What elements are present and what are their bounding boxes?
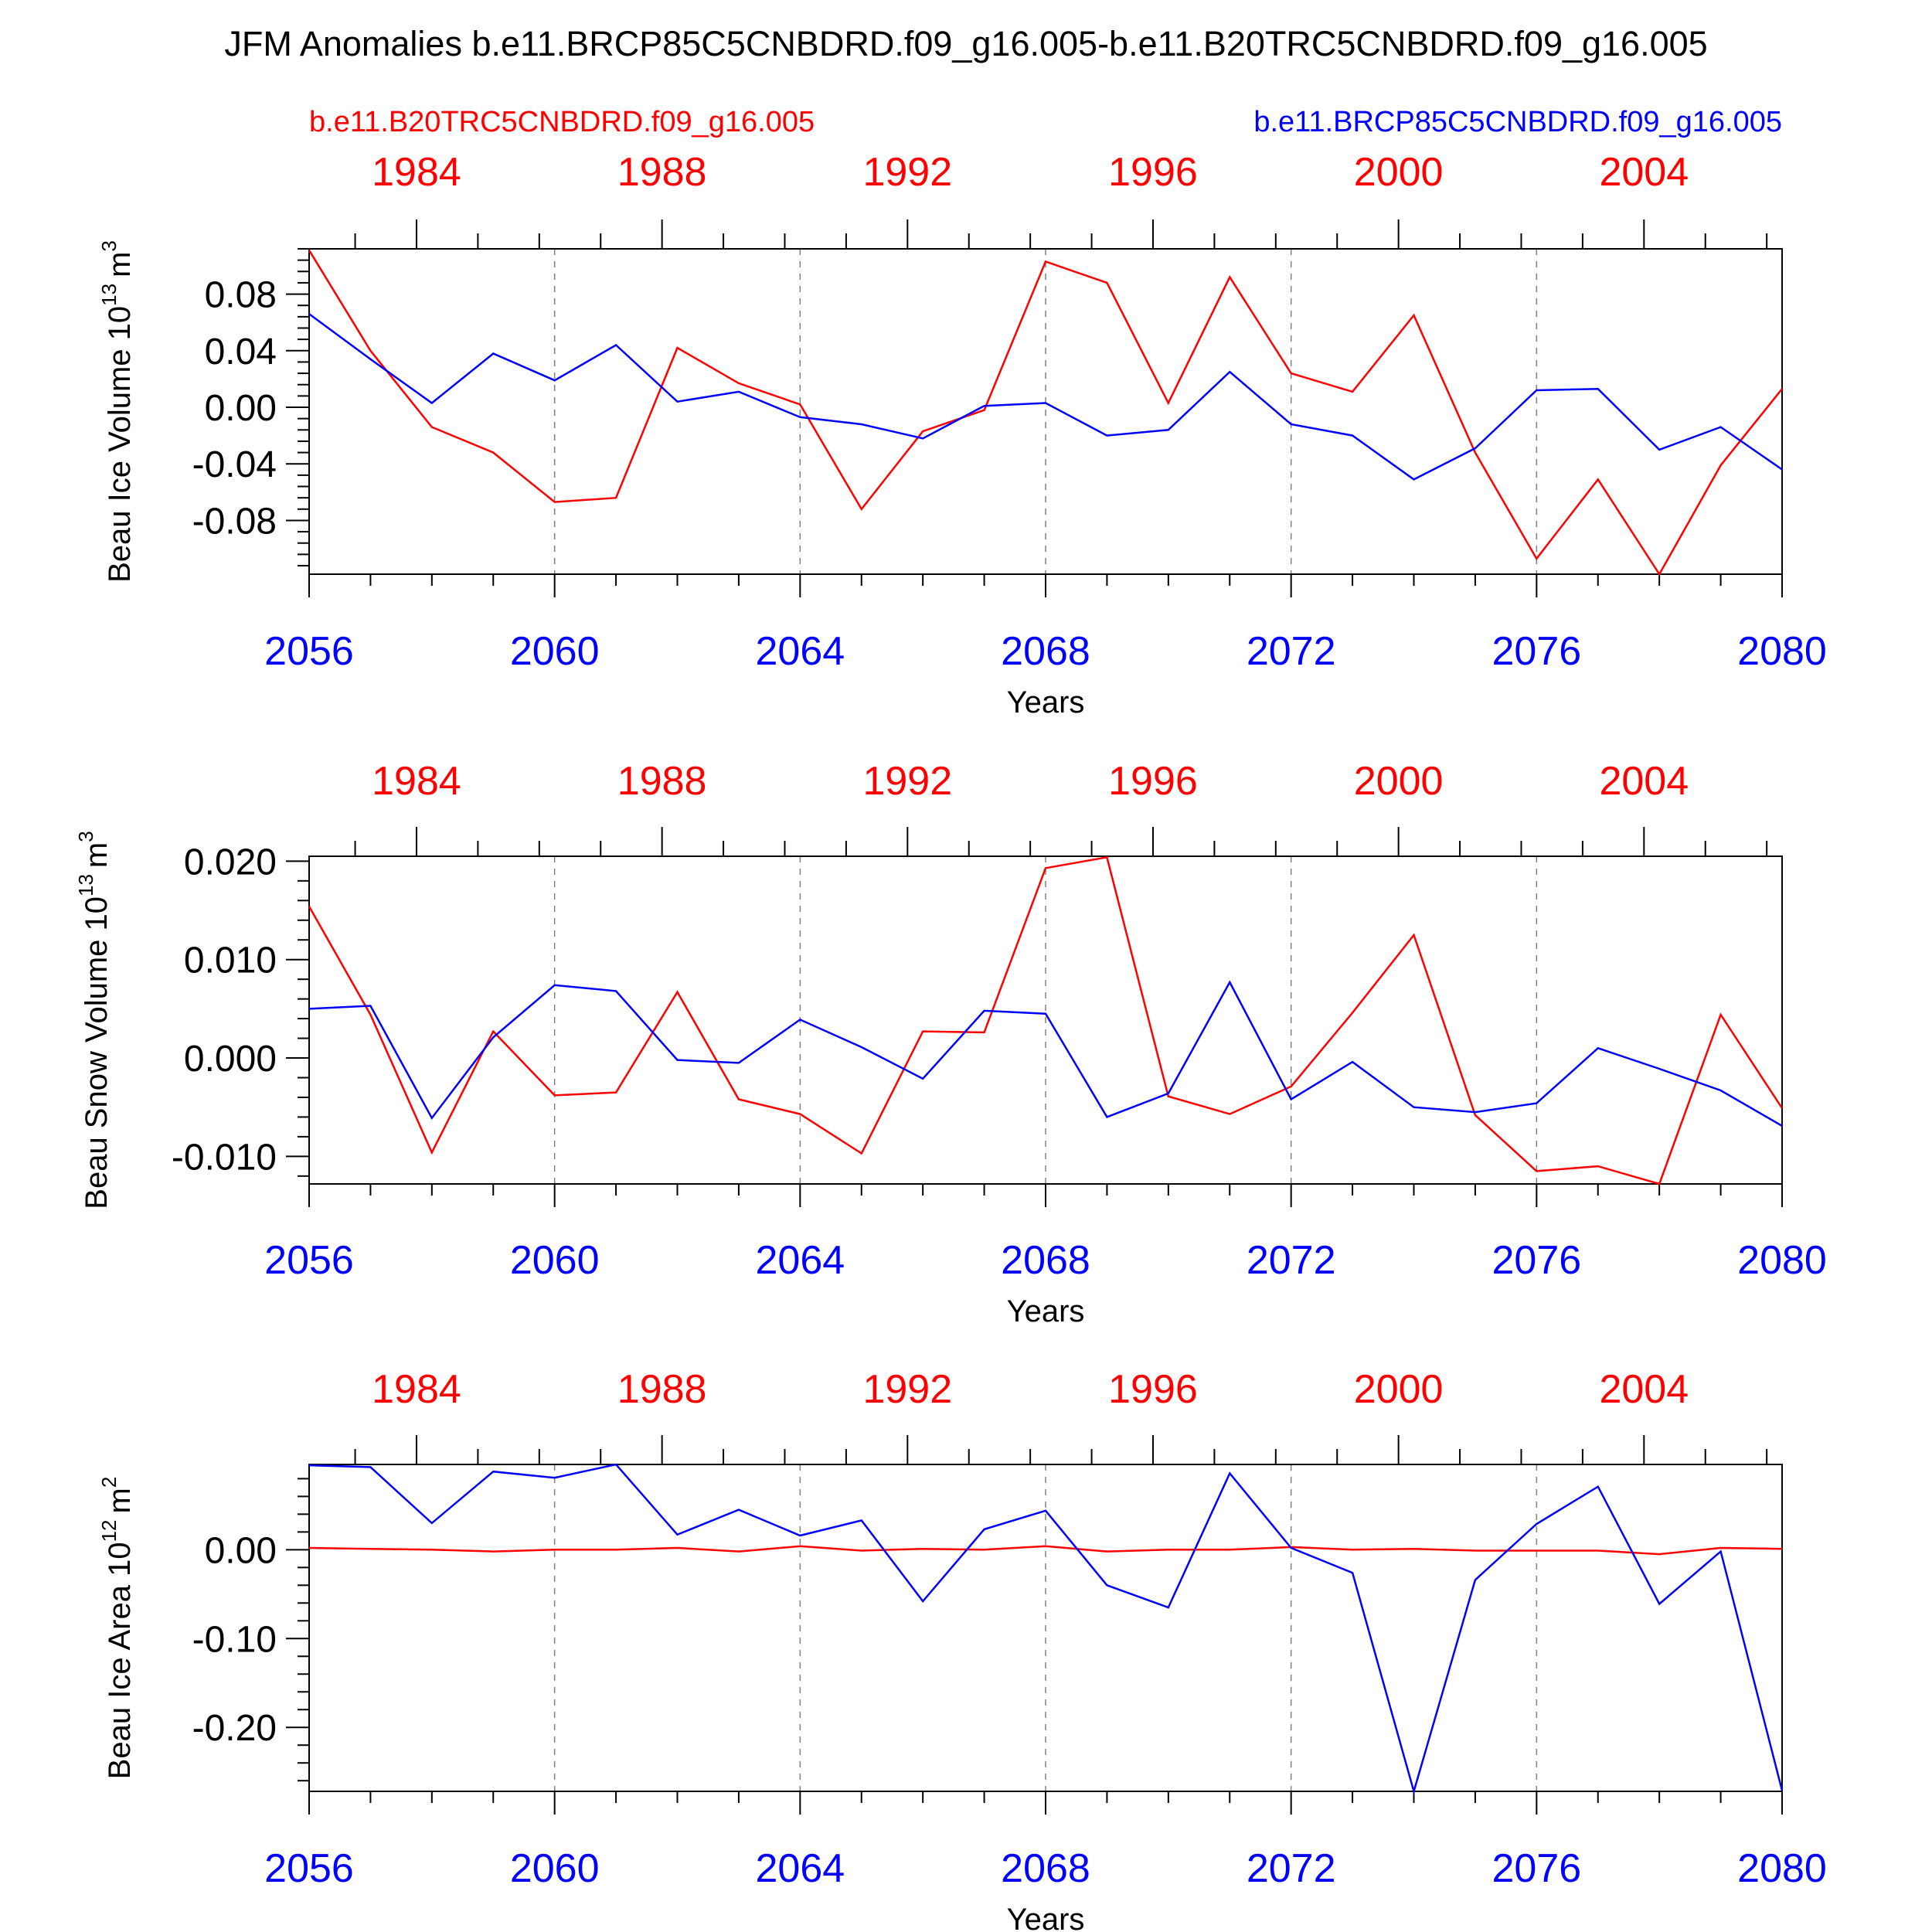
top-tick-label: 2004 [1599,759,1689,804]
chart-panel-1: -0.08 -0.04 0.00 0.04 0.08 2056 2060 2064 2068 20… [97,150,1827,719]
x-tick-label: 2056 [264,629,354,674]
top-tick-label: 2000 [1354,1367,1444,1412]
y-tick-label: 0.010 [184,940,277,981]
x-tick-label: 2076 [1492,1846,1581,1891]
series-line-future [308,980,1783,1127]
top-tick-label: 1996 [1108,150,1198,195]
y-tick-label: 0.00 [205,388,277,429]
x-tick-label: 2068 [1001,1846,1090,1891]
x-tick-label: 2072 [1247,629,1336,674]
figure-title: JFM Anomalies b.e11.BRCP85C5CNBDRD.f09_g… [224,24,1707,63]
chart-panel-2: -0.010 0.000 0.010 0.020 2056 2060 2064 2068 207… [74,759,1827,1328]
legend-future-label: b.e11.BRCP85C5CNBDRD.f09_g16.005 [1253,106,1782,138]
x-tick-label: 2068 [1001,629,1090,674]
chart-panel-3: -0.20 -0.10 0.00 2056 2060 2064 2068 2072 2076 20… [97,1367,1827,1932]
series-line-future [308,1463,1784,1795]
top-tick-label: 1996 [1108,1367,1198,1412]
x-tick-label: 2068 [1001,1238,1090,1283]
top-tick-label: 1984 [372,150,461,195]
y-tick-label: 0.020 [184,842,277,883]
x-tick-label: 2080 [1737,629,1827,674]
top-tick-label: 2000 [1354,150,1444,195]
x-tick-label: 2060 [510,1846,600,1891]
series-line-future [308,313,1783,481]
x-tick-label: 2056 [264,1846,354,1891]
top-tick-label: 1992 [862,150,952,195]
top-tick-label: 2000 [1354,759,1444,804]
x-tick-label: 2060 [510,1238,600,1283]
top-tick-label: 1992 [862,759,952,804]
top-tick-label: 2004 [1599,150,1689,195]
top-tick-label: 1988 [617,1367,707,1412]
y-axis-label-unit: m [103,252,137,277]
top-tick-label: 1988 [617,759,707,804]
top-tick-label: 1988 [617,150,707,195]
y-axis-label: Beau Snow Volume 1013 m3 [74,831,114,1209]
x-tick-label: 2076 [1492,1238,1581,1283]
series-line-historical [308,855,1784,1185]
y-axis-label-unit-exponent: 3 [97,240,121,251]
y-axis-label-exponent: 13 [74,874,97,896]
x-tick-label: 2072 [1247,1238,1336,1283]
y-axis-label-exponent: 12 [97,1519,121,1542]
x-tick-label: 2064 [755,1238,845,1283]
y-tick-label: 0.08 [205,275,277,316]
y-axis-label-text: Beau Ice Volume 10 [103,306,137,583]
y-axis-label-unit-exponent: 2 [97,1477,121,1488]
y-tick-label: -0.20 [192,1708,277,1749]
y-axis-label-text: Beau Ice Area 10 [103,1542,137,1779]
y-axis-label-text: Beau Snow Volume 10 [80,896,114,1209]
x-tick-label: 2072 [1247,1846,1336,1891]
x-axis-label: Years [1007,1903,1085,1932]
y-tick-label: 0.000 [184,1039,277,1080]
y-tick-label: 0.04 [205,332,277,372]
y-axis-label-unit: m [80,842,114,868]
y-axis-label-unit: m [103,1488,137,1513]
y-tick-label: 0.00 [205,1530,277,1571]
y-axis-label-unit-exponent: 3 [74,831,97,842]
x-tick-label: 2060 [510,629,600,674]
x-tick-label: 2080 [1737,1238,1827,1283]
x-axis-label: Years [1007,1294,1085,1328]
y-axis-label: Beau Ice Volume 1013 m3 [97,240,137,583]
x-tick-label: 2064 [755,629,845,674]
x-axis-label: Years [1007,685,1085,719]
x-tick-label: 2064 [755,1846,845,1891]
top-tick-label: 1992 [862,1367,952,1412]
y-tick-label: -0.04 [192,444,277,485]
y-axis-label-exponent: 13 [97,284,121,306]
y-tick-label: -0.10 [192,1619,277,1660]
series-line-historical [308,250,1783,577]
top-tick-label: 2004 [1599,1367,1689,1412]
top-tick-label: 1984 [372,1367,461,1412]
y-tick-label: -0.08 [192,501,277,542]
top-tick-label: 1984 [372,759,461,804]
top-tick-label: 1996 [1108,759,1198,804]
x-tick-label: 2080 [1737,1846,1827,1891]
y-axis-label: Beau Ice Area 1012 m2 [97,1477,137,1780]
x-tick-label: 2056 [264,1238,354,1283]
y-tick-label: -0.010 [172,1137,277,1178]
series-line-historical [308,1545,1783,1556]
x-tick-label: 2076 [1492,629,1581,674]
legend-historical-label: b.e11.B20TRC5CNBDRD.f09_g16.005 [309,106,815,138]
